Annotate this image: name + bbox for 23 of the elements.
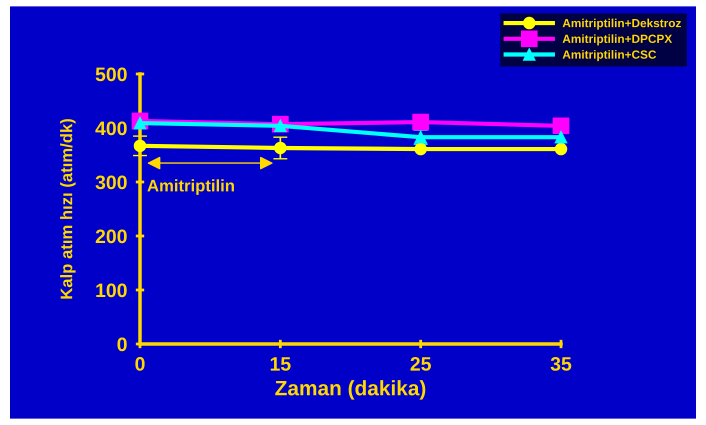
annotation: Amitriptilin bbox=[147, 179, 234, 195]
x-tick-label: 35 bbox=[550, 357, 572, 371]
point bbox=[552, 118, 570, 134]
x-axis-title: Zaman (dakika) bbox=[275, 380, 426, 400]
y-tick-label: 0 bbox=[117, 337, 127, 352]
x-tick-label: 25 bbox=[410, 357, 431, 371]
y-tick-label: 100 bbox=[96, 283, 127, 298]
y-tick-label: 200 bbox=[96, 229, 127, 244]
point bbox=[412, 114, 429, 130]
legend-label: Amitriptilin+Dekstroz bbox=[562, 18, 681, 30]
legend-label: Amitriptilin+DPCPX bbox=[562, 34, 672, 46]
y-tick-label: 400 bbox=[95, 121, 127, 136]
x-tick-label: 0 bbox=[135, 357, 145, 371]
point bbox=[554, 130, 568, 144]
x-tick-label: 15 bbox=[270, 357, 291, 371]
y-axis-title: Kalp atım hızı (atım/dk) bbox=[60, 119, 76, 299]
legend-label: Amitriptilin+CSC bbox=[562, 50, 656, 62]
point bbox=[554, 142, 568, 156]
point bbox=[274, 142, 287, 154]
point bbox=[134, 140, 146, 152]
point bbox=[414, 142, 427, 156]
y-tick-label: 300 bbox=[96, 175, 127, 190]
y-tick-label: 500 bbox=[96, 67, 127, 82]
